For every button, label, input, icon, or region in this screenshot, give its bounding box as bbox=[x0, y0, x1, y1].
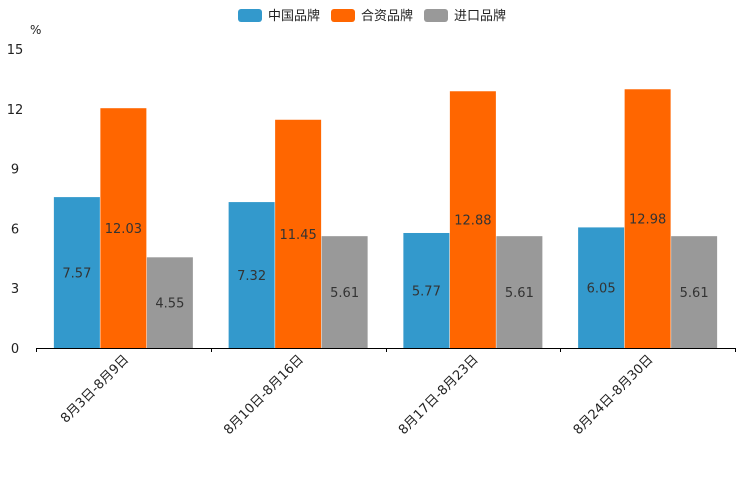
y-tick-label: 12 bbox=[7, 103, 24, 118]
data-label: 12.88 bbox=[454, 214, 491, 229]
data-label: 5.61 bbox=[330, 286, 359, 301]
legend-label-2[interactable]: 合资品牌 bbox=[361, 8, 413, 24]
y-tick-label: 3 bbox=[11, 282, 19, 297]
bars: 7.57 12.03 4.55 7.32 11.45 5.61 5.77 12.88 5.61 6… bbox=[53, 89, 718, 349]
legend: 中国品牌 合资品牌 进口品牌 bbox=[238, 8, 506, 24]
data-label: 5.61 bbox=[505, 286, 534, 301]
y-axis: 0 3 6 9 12 15 bbox=[7, 43, 24, 357]
y-axis-unit-label: % bbox=[30, 23, 41, 37]
legend-label-1[interactable]: 中国品牌 bbox=[268, 8, 320, 24]
data-label: 12.98 bbox=[629, 213, 666, 228]
data-label: 12.03 bbox=[105, 222, 142, 237]
data-label: 7.32 bbox=[237, 269, 266, 284]
bar-1-4[interactable] bbox=[578, 227, 625, 348]
x-axis: 8月3日-8月9日 8月10日-8月16日 8月17日-8月23日 8月24日-8月3… bbox=[36, 348, 736, 438]
bar-2-2[interactable] bbox=[275, 119, 322, 348]
x-tick-label: 8月3日-8月9日 bbox=[58, 352, 132, 426]
y-tick-label: 6 bbox=[11, 222, 19, 237]
bar-1-3[interactable] bbox=[403, 232, 450, 348]
y-tick-label: 0 bbox=[11, 342, 19, 357]
bar-3-4[interactable] bbox=[671, 236, 718, 348]
x-tick-label: 8月24日-8月30日 bbox=[571, 352, 657, 438]
legend-label-3[interactable]: 进口品牌 bbox=[454, 8, 506, 24]
y-tick-label: 9 bbox=[11, 163, 19, 178]
bar-3-2[interactable] bbox=[321, 236, 368, 348]
bar-3-3[interactable] bbox=[496, 236, 543, 348]
legend-swatch-2[interactable] bbox=[331, 9, 355, 22]
data-label: 6.05 bbox=[587, 282, 616, 297]
data-label: 7.57 bbox=[62, 267, 91, 282]
bar-3-1[interactable] bbox=[146, 257, 193, 348]
bar-2-4[interactable] bbox=[624, 89, 671, 349]
bar-2-1[interactable] bbox=[100, 108, 147, 349]
x-tick-label: 8月17日-8月23日 bbox=[396, 352, 482, 438]
y-tick-label: 15 bbox=[7, 43, 24, 58]
data-label: 4.55 bbox=[155, 297, 184, 312]
bar-1-2[interactable] bbox=[228, 202, 275, 348]
legend-swatch-1[interactable] bbox=[238, 9, 262, 22]
bar-2-3[interactable] bbox=[449, 91, 496, 348]
x-tick-label: 8月10日-8月16日 bbox=[221, 352, 307, 438]
legend-swatch-3[interactable] bbox=[424, 9, 448, 22]
data-label: 5.61 bbox=[680, 286, 709, 301]
data-label: 5.77 bbox=[412, 284, 441, 299]
bar-1-1[interactable] bbox=[53, 197, 100, 348]
data-label: 11.45 bbox=[280, 228, 317, 243]
